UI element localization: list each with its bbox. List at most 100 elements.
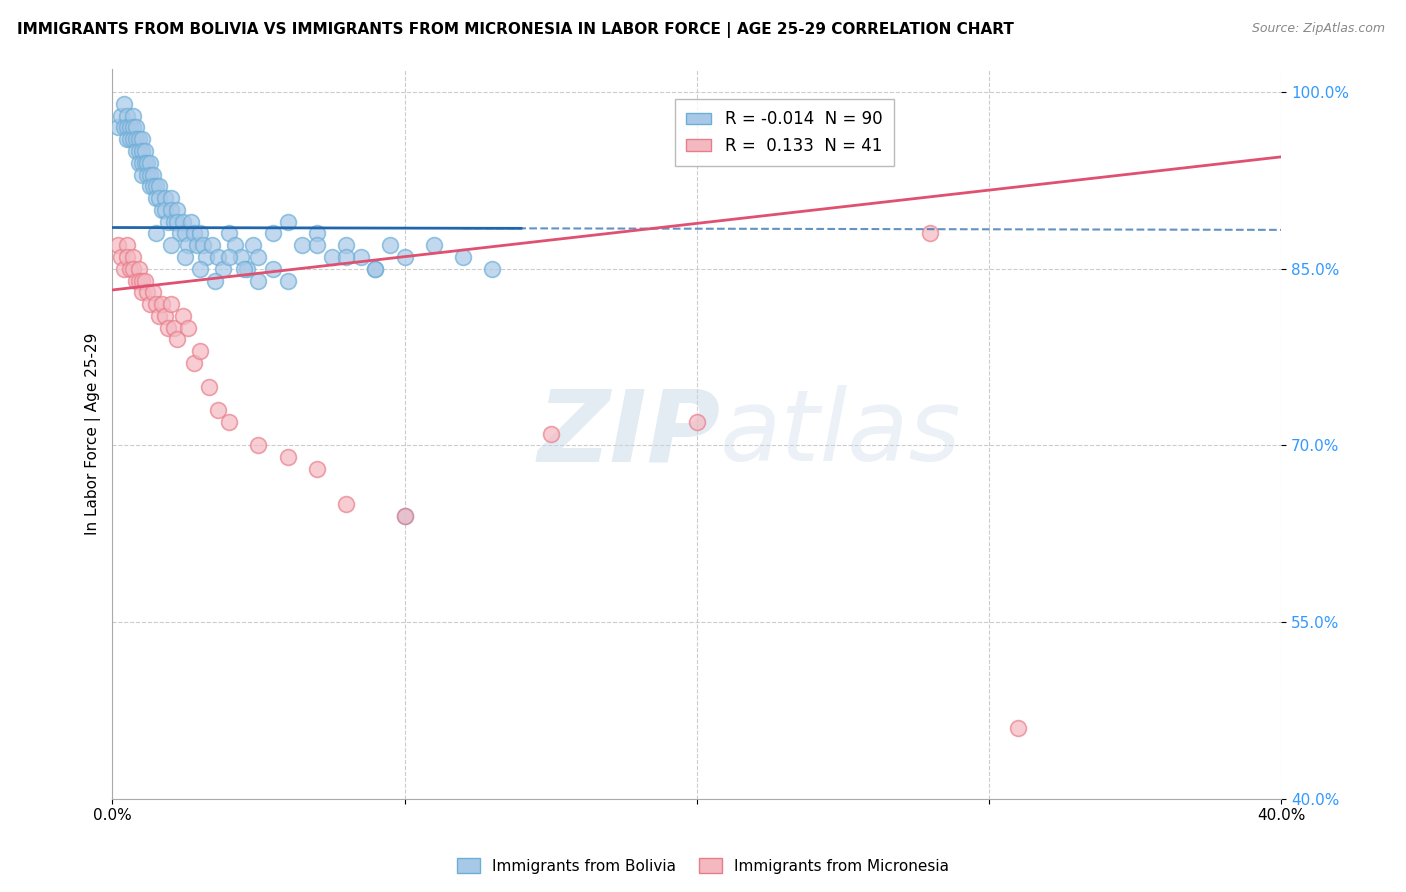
Point [247, 273, 270, 287]
Point [107, 238, 129, 252]
Point [186, 238, 208, 252]
Point [121, 120, 143, 135]
Point [163, 320, 186, 334]
Point [188, 261, 211, 276]
Point [115, 238, 138, 252]
Text: IMMIGRANTS FROM BOLIVIA VS IMMIGRANTS FROM MICRONESIA IN LABOR FORCE | AGE 25-29: IMMIGRANTS FROM BOLIVIA VS IMMIGRANTS FR… [17, 22, 1014, 38]
Point [166, 202, 188, 217]
Point [121, 132, 143, 146]
Point [335, 497, 357, 511]
Point [115, 132, 138, 146]
Point [128, 261, 150, 276]
Text: atlas: atlas [720, 385, 962, 483]
Point [125, 273, 148, 287]
Point [145, 191, 167, 205]
Point [136, 155, 159, 169]
Point [112, 96, 135, 111]
Point [128, 132, 150, 146]
Point [145, 227, 167, 241]
Point [194, 250, 217, 264]
Point [153, 191, 176, 205]
Point [183, 227, 205, 241]
Point [160, 191, 183, 205]
Point [150, 297, 173, 311]
Point [125, 132, 148, 146]
Point [115, 109, 138, 123]
Point [277, 214, 299, 228]
Point [128, 155, 150, 169]
Point [139, 179, 162, 194]
Point [150, 202, 173, 217]
Point [364, 261, 387, 276]
Point [188, 227, 211, 241]
Point [335, 238, 357, 252]
Point [160, 297, 183, 311]
Point [156, 214, 179, 228]
Point [174, 250, 197, 264]
Point [364, 261, 387, 276]
Point [166, 333, 188, 347]
Point [686, 415, 709, 429]
Point [134, 144, 156, 158]
Point [305, 227, 328, 241]
Point [142, 285, 165, 300]
Point [183, 356, 205, 370]
Point [920, 227, 942, 241]
Point [207, 403, 229, 417]
Point [1007, 721, 1029, 735]
Point [177, 238, 200, 252]
Y-axis label: In Labor Force | Age 25-29: In Labor Force | Age 25-29 [86, 333, 101, 535]
Point [110, 250, 132, 264]
Point [136, 168, 159, 182]
Point [131, 168, 153, 182]
Point [145, 297, 167, 311]
Point [148, 191, 170, 205]
Point [118, 132, 141, 146]
Point [145, 179, 167, 194]
Point [118, 120, 141, 135]
Point [201, 238, 224, 252]
Point [207, 250, 229, 264]
Point [236, 261, 259, 276]
Point [191, 238, 214, 252]
Point [174, 227, 197, 241]
Point [115, 250, 138, 264]
Point [163, 214, 186, 228]
Point [131, 144, 153, 158]
Point [277, 273, 299, 287]
Point [247, 250, 270, 264]
Point [128, 273, 150, 287]
Point [121, 261, 143, 276]
Point [321, 250, 343, 264]
Point [188, 344, 211, 359]
Point [156, 320, 179, 334]
Point [540, 426, 562, 441]
Legend: R = -0.014  N = 90, R =  0.133  N = 41: R = -0.014 N = 90, R = 0.133 N = 41 [675, 99, 894, 167]
Point [142, 179, 165, 194]
Point [305, 238, 328, 252]
Point [335, 250, 357, 264]
Point [177, 320, 200, 334]
Point [180, 214, 202, 228]
Point [204, 273, 226, 287]
Point [378, 238, 401, 252]
Point [128, 144, 150, 158]
Point [166, 214, 188, 228]
Point [232, 261, 254, 276]
Point [305, 462, 328, 476]
Point [169, 227, 191, 241]
Point [148, 179, 170, 194]
Point [218, 250, 240, 264]
Point [242, 238, 264, 252]
Point [218, 227, 240, 241]
Point [107, 120, 129, 135]
Text: Source: ZipAtlas.com: Source: ZipAtlas.com [1251, 22, 1385, 36]
Point [198, 379, 221, 393]
Point [218, 415, 240, 429]
Legend: Immigrants from Bolivia, Immigrants from Micronesia: Immigrants from Bolivia, Immigrants from… [451, 852, 955, 880]
Point [139, 155, 162, 169]
Point [131, 285, 153, 300]
Point [229, 250, 252, 264]
Point [451, 250, 474, 264]
Point [131, 273, 153, 287]
